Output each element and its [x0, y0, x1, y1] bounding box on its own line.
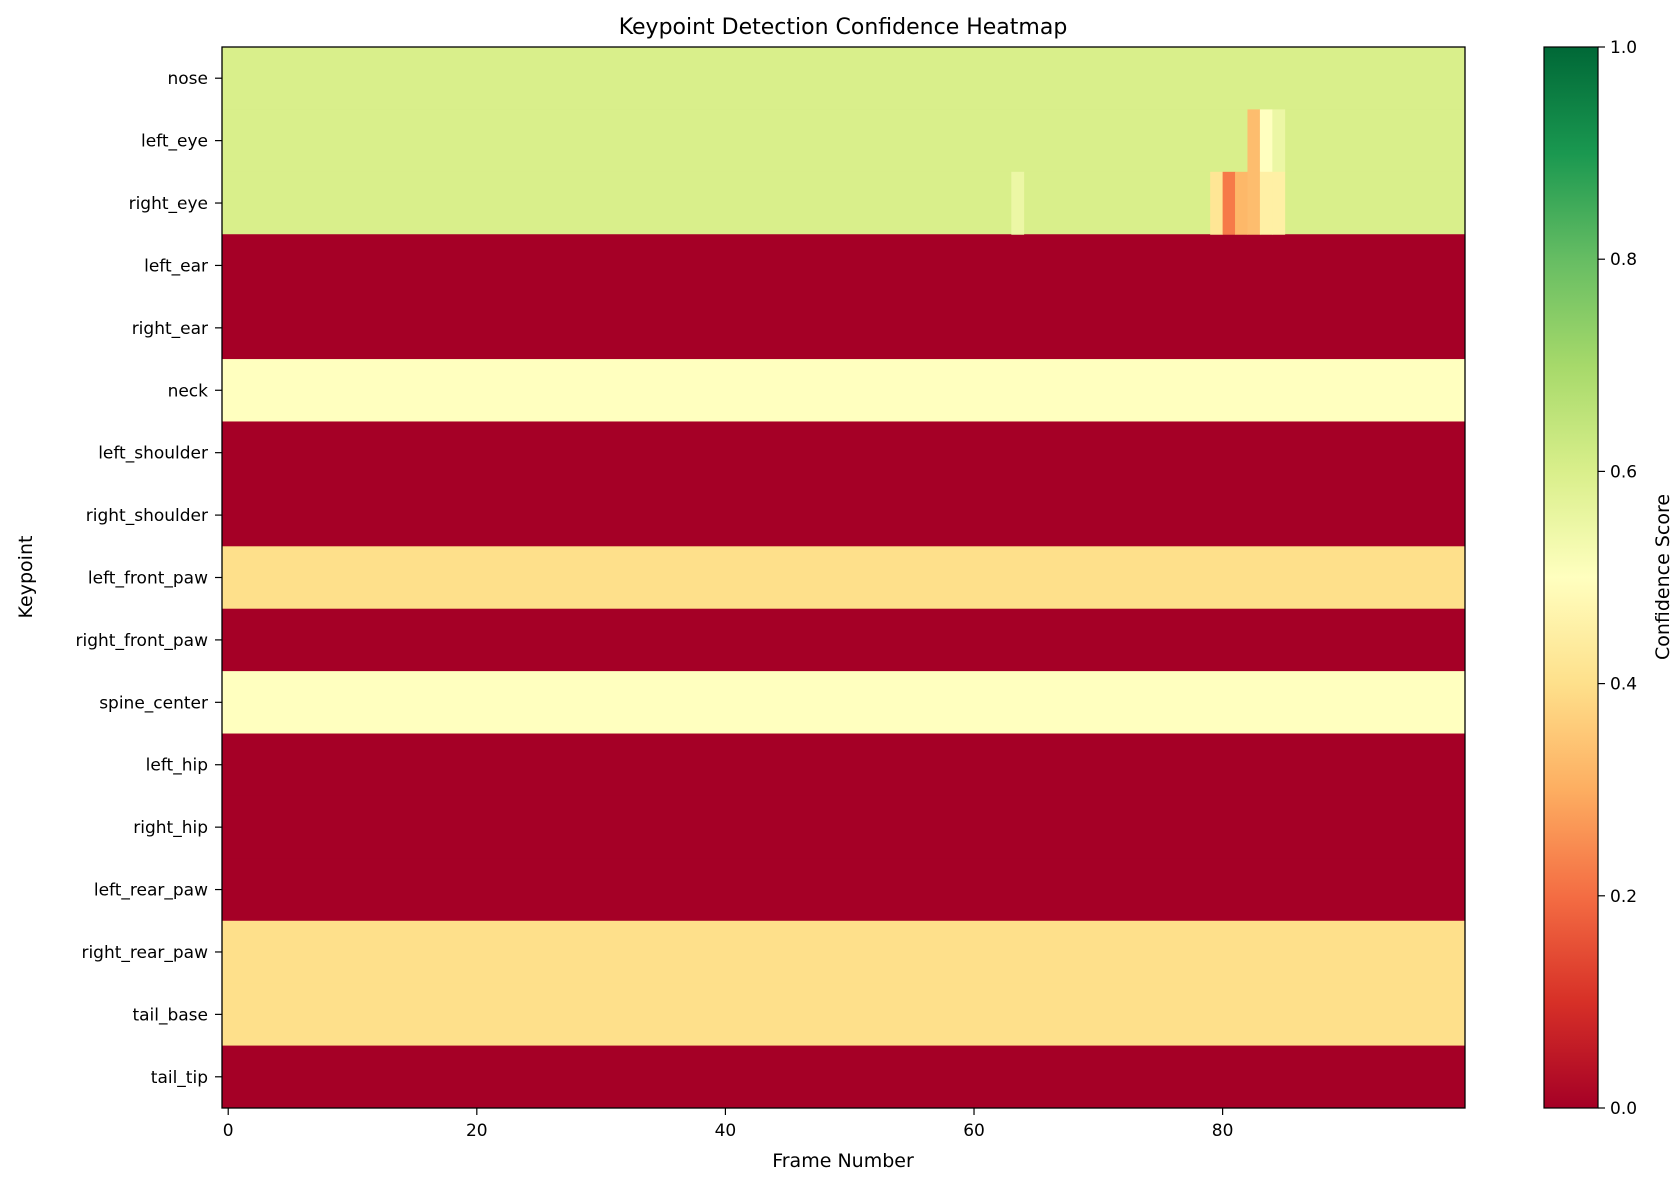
colorbar-gradient: [1543, 46, 1599, 1109]
heatmap-row-right-hip: [222, 795, 1465, 859]
heatmap-row-left-front-paw: [222, 546, 1465, 610]
colorbar-label: Confidence Score: [1652, 494, 1674, 660]
y-tick-label: left_front_paw: [88, 569, 208, 589]
heatmap-cell: [1210, 171, 1224, 235]
colorbar-tick-label: 0.8: [1610, 250, 1637, 270]
y-tick-label: left_eye: [141, 132, 208, 152]
heatmap-row-nose: [222, 47, 1465, 110]
y-tick-label: spine_center: [99, 693, 208, 713]
y-tick-label: left_shoulder: [98, 444, 208, 464]
heatmap-cell: [1272, 109, 1286, 173]
colorbar-tick-label: 0.2: [1610, 887, 1637, 907]
heatmap-row-tail-base: [222, 983, 1465, 1047]
heatmap-row-left-rear-paw: [222, 858, 1465, 922]
x-axis-ticks: 0 20 40 60 80: [223, 1108, 1234, 1141]
colorbar-tick-label: 0.6: [1610, 462, 1637, 482]
y-axis-ticks: nose left_eye right_eye left_ear right_earne…: [76, 69, 222, 1088]
colorbar-tick-label: 0.0: [1610, 1099, 1637, 1119]
x-tick-label: 40: [715, 1121, 737, 1141]
y-tick-label: right_front_paw: [76, 631, 209, 651]
x-axis-label: Frame Number: [772, 1150, 914, 1172]
heatmap-cell: [1247, 171, 1261, 235]
y-axis-label: Keypoint: [15, 536, 37, 619]
x-tick-label: 60: [963, 1121, 985, 1141]
x-tick-label: 20: [466, 1121, 488, 1141]
y-tick-label: left_hip: [146, 756, 208, 776]
heatmap-cells: [222, 47, 1465, 1109]
y-tick-label: right_shoulder: [86, 506, 208, 526]
heatmap-cell: [1011, 171, 1025, 235]
y-tick-label: left_ear: [144, 256, 208, 276]
x-tick-label: 0: [223, 1121, 234, 1141]
heatmap-cell: [1272, 171, 1286, 235]
heatmap-row-spine-center: [222, 671, 1465, 735]
y-tick-label: neck: [168, 381, 209, 401]
heatmap-row-left-shoulder: [222, 421, 1465, 485]
heatmap-row-left-hip: [222, 733, 1465, 797]
heatmap-row-right-front-paw: [222, 608, 1465, 672]
heatmap-row-neck: [222, 359, 1465, 422]
colorbar: 0.0 0.2 0.4 0.6 0.8 1.0: [1543, 38, 1637, 1119]
chart-title: Keypoint Detection Confidence Heatmap: [619, 15, 1068, 40]
heatmap-row-left-ear: [222, 234, 1465, 298]
y-tick-label: right_hip: [133, 818, 208, 838]
heatmap-row-tail-tip: [222, 1045, 1465, 1109]
y-tick-label: tail_base: [132, 1005, 208, 1025]
x-tick-label: 80: [1212, 1121, 1234, 1141]
heatmap-cell: [1259, 171, 1273, 235]
y-tick-label: left_rear_paw: [94, 881, 208, 901]
y-tick-label: right_rear_paw: [81, 943, 208, 963]
heatmap-cell: [1259, 109, 1273, 173]
y-tick-label: right_eye: [129, 194, 208, 214]
y-tick-label: nose: [168, 69, 209, 89]
heatmap-row-right-rear-paw: [222, 920, 1465, 984]
colorbar-tick-label: 0.4: [1610, 675, 1637, 695]
colorbar-tick-label: 1.0: [1610, 38, 1637, 58]
heatmap-row-right-shoulder: [222, 483, 1465, 547]
heatmap-cell: [1222, 171, 1236, 235]
y-tick-label: right_ear: [132, 319, 208, 339]
y-tick-label: tail_tip: [151, 1068, 208, 1088]
heatmap-cell: [1247, 109, 1261, 173]
heatmap-row-right-ear: [222, 296, 1465, 360]
heatmap-cell: [1235, 171, 1248, 235]
